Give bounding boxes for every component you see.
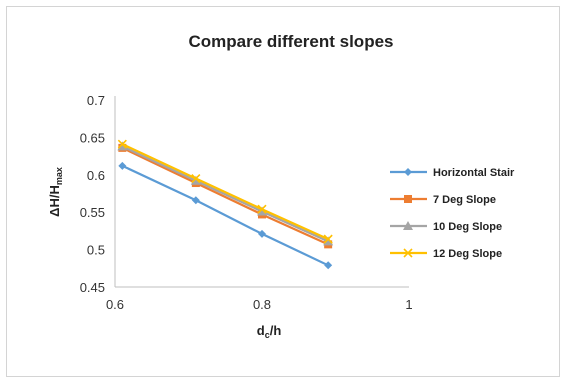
- data-point-12-deg-slope-stroke-b: [323, 234, 333, 244]
- x-tick-label: 0.8: [253, 297, 271, 312]
- series-line-7-deg-slope: [121, 146, 329, 246]
- legend-label-7-deg-slope: 7 Deg Slope: [433, 194, 496, 206]
- data-point-12-deg-slope: [257, 204, 267, 214]
- data-point-12-deg-slope: [191, 173, 201, 184]
- data-point-horizontal-stair: [258, 229, 266, 238]
- data-point-horizontal-stair: [118, 161, 127, 170]
- legend-marker-12-deg-slope: [403, 248, 413, 258]
- x-tick-label: 1: [405, 297, 412, 312]
- plot-area: 0.45 0.5 0.55 0.6 0.65 0.7 0.6 0.8 1: [80, 93, 413, 312]
- x-axis-label: dc/h: [257, 323, 282, 340]
- x-axis-label-main: d: [257, 323, 265, 338]
- y-tick-label: 0.65: [80, 130, 105, 145]
- legend-marker-10-deg-slope: [403, 221, 413, 230]
- data-point-10-deg-slope: [117, 141, 128, 151]
- y-tick-label: 0.55: [80, 205, 105, 220]
- legend: Horizontal Stair 7 Deg Slope 10 Deg Slope 1…: [390, 167, 515, 260]
- legend-marker-horizontal-stair: [404, 168, 412, 176]
- data-point-10-deg-slope: [190, 175, 201, 185]
- legend-label-horizontal-stair: Horizontal Stair: [433, 167, 515, 179]
- y-axis-label-main: ΔH/H: [47, 185, 62, 217]
- y-tick-label: 0.6: [87, 168, 105, 183]
- data-point-12-deg-slope: [117, 139, 127, 149]
- data-point-horizontal-stair: [324, 261, 333, 270]
- chart-title: Compare different slopes: [189, 32, 394, 51]
- data-point-12-deg-slope: [323, 234, 333, 244]
- x-axis-label-suffix: /h: [270, 323, 282, 338]
- data-point-12-deg-slope-stroke-b: [117, 139, 127, 149]
- data-point-10-deg-slope: [257, 206, 267, 216]
- series-line-horizontal-stair: [121, 164, 329, 267]
- x-tick-label: 0.6: [106, 297, 124, 312]
- svg-text:ΔH/Hmax: ΔH/Hmax: [47, 167, 64, 217]
- legend-label-12-deg-slope: 12 Deg Slope: [433, 248, 502, 260]
- chart-frame: Compare different slopes ΔH/Hmax dc/h 0.…: [6, 6, 560, 377]
- y-axis-label-sub: max: [54, 167, 64, 185]
- data-point-10-deg-slope: [323, 236, 334, 246]
- data-point-12-deg-slope-stroke-b: [257, 204, 267, 214]
- y-axis-label: ΔH/Hmax: [47, 167, 64, 217]
- legend-label-10-deg-slope: 10 Deg Slope: [433, 221, 502, 233]
- series-line-10-deg-slope: [121, 145, 329, 243]
- y-tick-label: 0.45: [80, 280, 105, 295]
- legend-marker-12-deg-slope-stroke-b: [403, 248, 413, 258]
- data-point-horizontal-stair: [191, 196, 200, 205]
- y-tick-label: 0.5: [87, 243, 105, 258]
- series-line-12-deg-slope: [121, 143, 329, 241]
- data-point-12-deg-slope-stroke-b: [191, 173, 201, 184]
- legend-marker-7-deg-slope: [404, 195, 412, 203]
- line-chart: Compare different slopes ΔH/Hmax dc/h 0.…: [47, 32, 515, 340]
- x-axis-label-sub: c: [265, 330, 270, 340]
- y-tick-label: 0.7: [87, 93, 105, 108]
